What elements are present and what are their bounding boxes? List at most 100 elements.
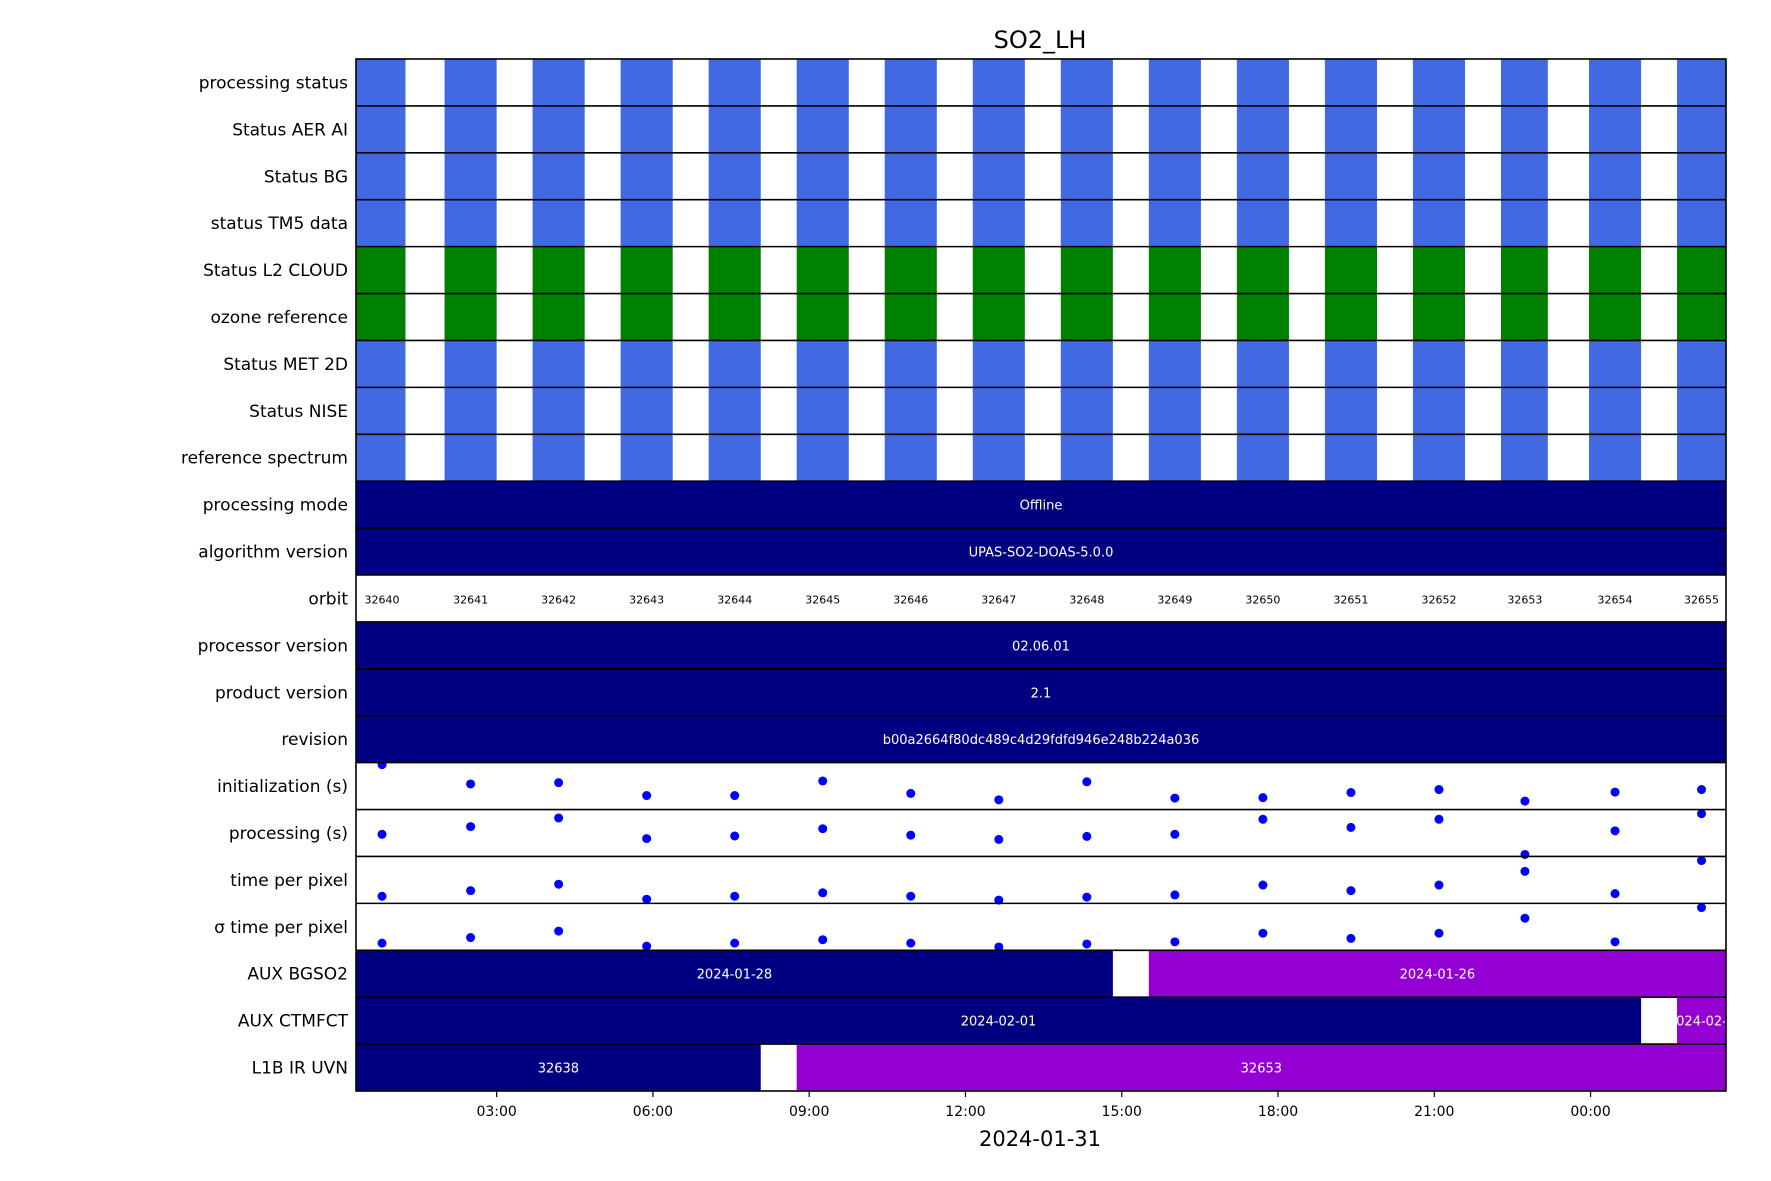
point-processing-s-32649 xyxy=(1170,829,1180,839)
status-block-ozone-reference-32648 xyxy=(1060,293,1113,341)
segment-algorithm-version-0 xyxy=(356,528,1726,575)
segment-processor-version-0 xyxy=(356,621,1726,669)
status-block-ozone-reference-32655 xyxy=(1677,293,1726,341)
status-block-reference-spectrum-32648 xyxy=(1060,434,1113,482)
orbit-label-32650: 32650 xyxy=(1245,593,1280,606)
status-block-status-l2-cloud-32648 xyxy=(1060,246,1113,294)
plot-area: Offline UPAS-SO2-DOAS-5.0.0 02.06.01 2.1 b00… xyxy=(355,58,1735,1092)
status-block-status-bg-32643 xyxy=(620,152,673,200)
point-time-per-pixel-32645 xyxy=(818,888,828,898)
point-sigma-time-per-pixel-32651 xyxy=(1346,933,1356,943)
point-processing-s-32651 xyxy=(1346,822,1356,832)
orbit-label-32646: 32646 xyxy=(893,593,928,606)
segment-label-aux-ctmfct-1: 2024-02-0 xyxy=(1668,1015,1735,1030)
status-block-status-bg-32648 xyxy=(1060,152,1113,200)
x-tick-label: 15:00 xyxy=(1102,1104,1142,1120)
point-initialization-s-32645 xyxy=(818,776,828,786)
segment-revision-0 xyxy=(356,715,1726,763)
point-sigma-time-per-pixel-32648 xyxy=(1082,939,1092,949)
point-processing-s-32648 xyxy=(1082,831,1092,841)
status-block-ozone-reference-32653 xyxy=(1500,293,1548,341)
status-block-status-tm5-data-32652 xyxy=(1412,199,1466,247)
orbit-label-32654: 32654 xyxy=(1598,593,1633,606)
segment-aux-bgso2-1 xyxy=(1148,950,1726,998)
status-block-status-l2-cloud-32641 xyxy=(444,246,497,294)
status-block-status-bg-32654 xyxy=(1589,152,1642,200)
status-block-processing-status-32655 xyxy=(1677,59,1726,106)
point-sigma-time-per-pixel-32647 xyxy=(994,942,1004,952)
status-block-status-aer-ai-32648 xyxy=(1060,105,1113,153)
segment-l1b-ir-uvn-1 xyxy=(796,1044,1726,1091)
segment-label-processor-version-0: 02.06.01 xyxy=(1012,639,1070,654)
status-block-status-tm5-data-32641 xyxy=(444,199,497,247)
orbit-label-32641: 32641 xyxy=(453,593,488,606)
x-axis-label: 2024-01-31 xyxy=(979,1127,1101,1151)
x-tick-label: 00:00 xyxy=(1570,1104,1610,1120)
status-block-processing-status-32654 xyxy=(1589,59,1642,106)
status-block-status-tm5-data-32644 xyxy=(708,199,761,247)
status-block-status-nise-32650 xyxy=(1236,387,1289,435)
status-block-reference-spectrum-32641 xyxy=(444,434,497,482)
status-block-ozone-reference-32644 xyxy=(708,293,761,341)
point-sigma-time-per-pixel-32646 xyxy=(906,938,916,948)
segment-aux-bgso2-0 xyxy=(356,950,1113,998)
status-block-processing-status-32644 xyxy=(708,59,761,106)
row-label-processor-version: processor version xyxy=(198,636,348,656)
row-label-processing-mode: processing mode xyxy=(203,496,348,516)
point-time-per-pixel-32652 xyxy=(1434,880,1444,890)
status-block-status-nise-32648 xyxy=(1060,387,1113,435)
status-block-reference-spectrum-32654 xyxy=(1589,434,1642,482)
status-block-processing-status-32649 xyxy=(1148,59,1201,106)
status-block-status-met-2d-32644 xyxy=(708,340,761,388)
status-block-reference-spectrum-32649 xyxy=(1148,434,1201,482)
orbit-label-32653: 32653 xyxy=(1507,593,1542,606)
row-label-orbit: orbit xyxy=(308,589,348,609)
segment-aux-ctmfct-1 xyxy=(1677,997,1726,1045)
point-sigma-time-per-pixel-32641 xyxy=(466,933,476,943)
row-labels: processing status Status AER AI Status BG s… xyxy=(181,73,349,1078)
orbit-label-32647: 32647 xyxy=(981,593,1016,606)
point-initialization-s-32654 xyxy=(1610,787,1620,797)
row-label-status-bg: Status BG xyxy=(264,167,348,187)
status-block-status-aer-ai-32652 xyxy=(1412,105,1466,153)
segment-processing-mode-0 xyxy=(356,481,1726,529)
status-block-status-tm5-data-32645 xyxy=(796,199,849,247)
status-block-status-l2-cloud-32649 xyxy=(1148,246,1201,294)
status-block-reference-spectrum-32640 xyxy=(356,434,406,482)
point-processing-s-32646 xyxy=(906,830,916,840)
status-block-status-bg-32650 xyxy=(1236,152,1289,200)
status-block-status-met-2d-32653 xyxy=(1500,340,1548,388)
point-time-per-pixel-32650 xyxy=(1258,880,1268,890)
status-block-status-met-2d-32641 xyxy=(444,340,497,388)
segment-label-aux-bgso2-1: 2024-01-26 xyxy=(1400,968,1476,983)
segment-aux-ctmfct-0 xyxy=(356,997,1642,1045)
status-block-processing-status-32653 xyxy=(1500,59,1548,106)
point-processing-s-32653 xyxy=(1520,849,1530,859)
point-initialization-s-32649 xyxy=(1170,793,1180,803)
point-processing-s-32640 xyxy=(377,829,387,839)
status-block-reference-spectrum-32643 xyxy=(620,434,673,482)
segment-label-aux-ctmfct-0: 2024-02-01 xyxy=(961,1015,1037,1030)
status-block-reference-spectrum-32644 xyxy=(708,434,761,482)
row-label-aux-ctmfct: AUX CTMFCT xyxy=(238,1012,349,1032)
point-processing-s-32647 xyxy=(994,834,1004,844)
status-block-status-l2-cloud-32653 xyxy=(1500,246,1548,294)
point-time-per-pixel-32646 xyxy=(906,891,916,901)
status-block-status-bg-32649 xyxy=(1148,152,1201,200)
point-sigma-time-per-pixel-32649 xyxy=(1170,937,1180,947)
status-block-ozone-reference-32640 xyxy=(356,293,406,341)
status-block-status-aer-ai-32651 xyxy=(1324,105,1377,153)
row-label-status-met-2d: Status MET 2D xyxy=(223,355,348,375)
row-label-processing-s: processing (s) xyxy=(229,824,348,844)
row-label-time-per-pixel: time per pixel xyxy=(230,871,348,891)
point-sigma-time-per-pixel-32644 xyxy=(730,938,740,948)
row-label-product-version: product version xyxy=(215,683,348,703)
status-block-processing-status-32647 xyxy=(972,59,1025,106)
status-block-status-nise-32643 xyxy=(620,387,673,435)
x-axis: 03:00 06:00 09:00 12:00 15:00 18:00 21:00 00:00 xyxy=(476,1091,1611,1120)
status-block-reference-spectrum-32653 xyxy=(1500,434,1548,482)
point-processing-s-32650 xyxy=(1258,814,1268,824)
point-time-per-pixel-32643 xyxy=(642,894,652,904)
point-time-per-pixel-32642 xyxy=(554,879,564,889)
status-block-status-bg-32644 xyxy=(708,152,761,200)
